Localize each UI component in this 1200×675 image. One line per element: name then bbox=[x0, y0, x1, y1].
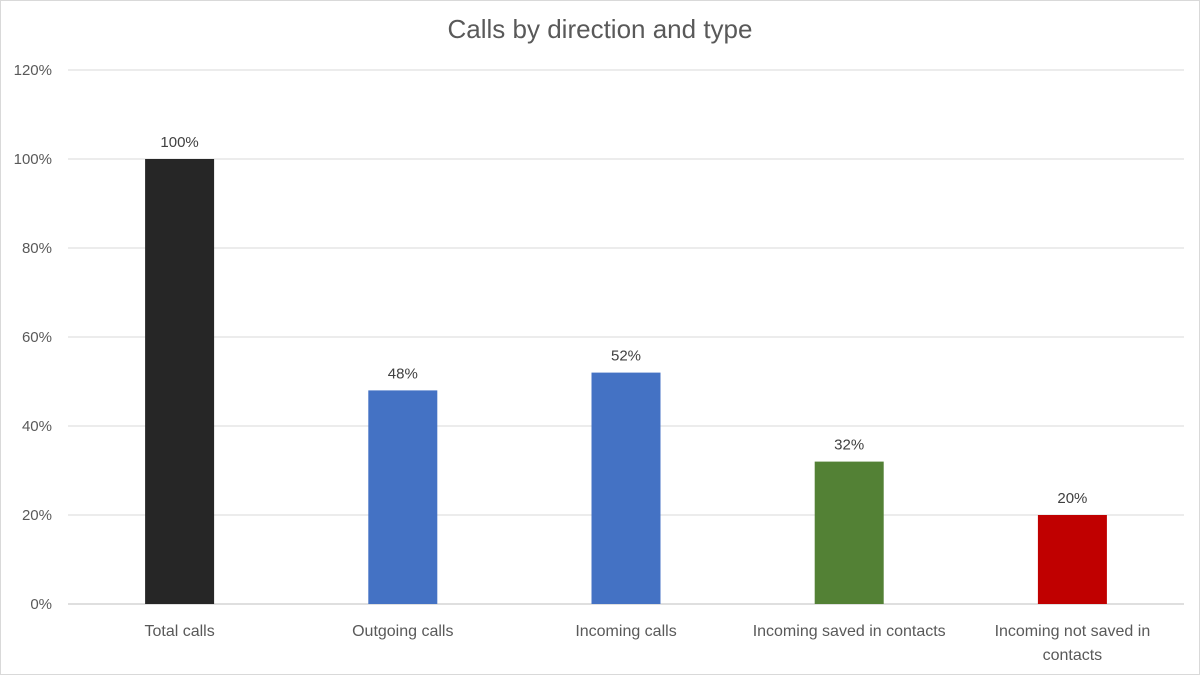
y-tick-label: 0% bbox=[30, 596, 52, 613]
category-label: Incoming not saved in contacts bbox=[995, 623, 1151, 664]
data-label: 52% bbox=[611, 348, 641, 365]
category-label: Total calls bbox=[144, 623, 214, 640]
y-tick-label: 100% bbox=[14, 151, 52, 168]
y-tick-label: 20% bbox=[22, 507, 52, 524]
bar bbox=[1037, 515, 1107, 604]
category-label: Outgoing calls bbox=[352, 623, 453, 640]
data-label: 100% bbox=[160, 134, 198, 151]
bar bbox=[368, 390, 438, 604]
data-label: 32% bbox=[834, 437, 864, 454]
bar bbox=[814, 461, 884, 604]
category-label: Incoming calls bbox=[575, 623, 676, 640]
chart-title: Calls by direction and type bbox=[447, 14, 753, 44]
y-tick-label: 40% bbox=[22, 418, 52, 435]
y-tick-label: 60% bbox=[22, 329, 52, 346]
category-label: Incoming saved in contacts bbox=[753, 623, 946, 640]
y-tick-label: 120% bbox=[14, 62, 52, 79]
data-label: 48% bbox=[388, 365, 418, 382]
data-label: 20% bbox=[1057, 490, 1087, 507]
bar bbox=[145, 159, 215, 604]
y-tick-label: 80% bbox=[22, 240, 52, 257]
bar bbox=[591, 372, 661, 604]
